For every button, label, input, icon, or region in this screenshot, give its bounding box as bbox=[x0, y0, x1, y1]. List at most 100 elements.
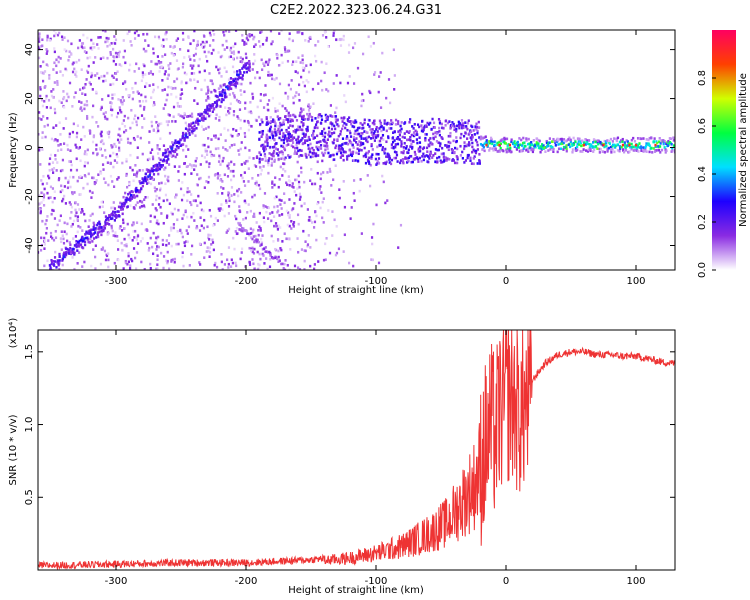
spectrogram-cell bbox=[520, 138, 523, 142]
spectrogram-cell bbox=[265, 133, 268, 137]
spectrogram-cell bbox=[430, 127, 433, 131]
spectrogram-cell bbox=[126, 198, 130, 201]
spectrogram-cell bbox=[371, 148, 374, 151]
spectrogram-cell bbox=[69, 149, 72, 153]
spectrogram-cell bbox=[398, 131, 401, 135]
spectrogram-cell bbox=[128, 196, 132, 199]
spectrogram-cell bbox=[282, 119, 285, 122]
spectrogram-cell bbox=[282, 267, 285, 270]
spectrogram-cell bbox=[132, 221, 135, 225]
spectrogram-cell bbox=[370, 258, 373, 261]
spectrogram-cell bbox=[239, 76, 242, 80]
spectrogram-cell bbox=[350, 154, 354, 158]
spectrogram-cell bbox=[347, 154, 350, 158]
spectrogram-cell bbox=[270, 164, 273, 167]
spectrogram-cell bbox=[280, 157, 283, 161]
spectrogram-cell bbox=[174, 139, 177, 142]
spectrogram-cell bbox=[488, 141, 492, 145]
spectrogram-cell bbox=[209, 150, 212, 154]
spectrogram-cell bbox=[267, 161, 270, 164]
spectrogram-cell bbox=[347, 51, 351, 54]
spectrogram-cell bbox=[635, 147, 638, 150]
spectrogram-cell bbox=[247, 203, 250, 206]
spectrogram-cell bbox=[174, 120, 177, 123]
spectrogram-cell bbox=[141, 71, 144, 74]
spectrogram-cell bbox=[411, 125, 414, 128]
spectrogram-cell bbox=[371, 121, 374, 125]
spectrogram-cell bbox=[43, 99, 46, 103]
spectrogram-cell bbox=[89, 214, 92, 218]
spectrogram-cell bbox=[565, 147, 568, 151]
spectrogram-cell bbox=[446, 121, 449, 125]
spectrogram-cell bbox=[668, 137, 671, 140]
spectrogram-cell bbox=[285, 128, 288, 132]
spectrogram-cell bbox=[169, 154, 172, 157]
spectrogram-cell bbox=[210, 90, 213, 94]
spectrogram-cell bbox=[297, 155, 301, 158]
spectrogram-cell bbox=[356, 143, 359, 146]
spectrogram-cell bbox=[156, 163, 159, 167]
spectrogram-cell bbox=[82, 125, 85, 129]
spectrogram-cell bbox=[69, 185, 72, 189]
spectrogram-cell bbox=[455, 136, 458, 139]
spectrogram-cell bbox=[443, 156, 446, 159]
spectrogram-cell bbox=[603, 145, 606, 149]
spectrogram-cell bbox=[348, 116, 351, 119]
spectrogram-cell bbox=[190, 244, 194, 248]
spectrogram-cell bbox=[218, 119, 221, 122]
spectrogram-cell bbox=[83, 135, 86, 138]
spectrogram-cell bbox=[164, 53, 167, 57]
spectrogram-cell bbox=[227, 167, 230, 170]
spectrogram-cell bbox=[314, 54, 317, 58]
spectrogram-cell bbox=[106, 71, 109, 75]
spectrogram-cell bbox=[167, 179, 170, 183]
spectrogram-cell bbox=[155, 208, 158, 212]
spectrogram-cell bbox=[317, 115, 320, 119]
spectrogram-cell bbox=[226, 164, 229, 168]
spectrogram-cell bbox=[314, 43, 317, 47]
spectrogram-cell bbox=[363, 130, 366, 133]
spectrogram-cell bbox=[383, 122, 386, 125]
spectrogram-cell bbox=[385, 155, 388, 158]
spectrogram-cell bbox=[182, 213, 185, 217]
spectrogram-cell bbox=[381, 133, 385, 137]
spectrogram-cell bbox=[90, 38, 93, 42]
spectrogram-cell bbox=[294, 94, 297, 98]
spectrogram-cell bbox=[113, 142, 116, 146]
spectrogram-cell bbox=[228, 81, 231, 85]
spectrogram-cell bbox=[255, 240, 258, 244]
spectrogram-cell bbox=[444, 156, 447, 160]
spectrogram-cell bbox=[432, 132, 435, 136]
spectrogram-cell bbox=[264, 84, 267, 87]
spectrogram-cell bbox=[150, 176, 153, 179]
spectrogram-cell bbox=[158, 196, 161, 200]
spectrogram-cell bbox=[301, 124, 305, 128]
spectrogram-cell bbox=[87, 231, 91, 235]
spectrogram-cell bbox=[263, 149, 266, 153]
spectrogram-cell bbox=[120, 64, 123, 68]
spectrogram-cell bbox=[471, 141, 474, 145]
spectrogram-cell bbox=[295, 152, 298, 156]
spectrogram-cell bbox=[40, 236, 43, 240]
spectrogram-cell bbox=[379, 136, 383, 140]
spectrogram-cell bbox=[55, 169, 58, 172]
spectrogram-cell bbox=[152, 173, 156, 176]
spectrogram-cell bbox=[596, 141, 599, 144]
spectrogram-cell bbox=[144, 195, 147, 199]
spectrogram-cell bbox=[281, 156, 284, 159]
spectrogram-cell bbox=[488, 149, 491, 152]
spectrogram-cell bbox=[298, 192, 302, 196]
spectrogram-cell bbox=[101, 163, 105, 166]
spectrogram-cell bbox=[424, 139, 427, 142]
spectrogram-cell bbox=[471, 135, 474, 139]
spectrogram-cell bbox=[361, 92, 364, 96]
spectrogram-cell bbox=[475, 122, 478, 126]
spectrogram-cell bbox=[285, 130, 288, 133]
spectrogram-cell bbox=[261, 43, 265, 46]
spectrogram-cell bbox=[282, 122, 285, 126]
spectrogram-cell bbox=[490, 138, 493, 142]
spectrogram-cell bbox=[386, 155, 390, 159]
spectrogram-cell bbox=[133, 195, 137, 199]
spectrogram-cell bbox=[300, 204, 303, 208]
